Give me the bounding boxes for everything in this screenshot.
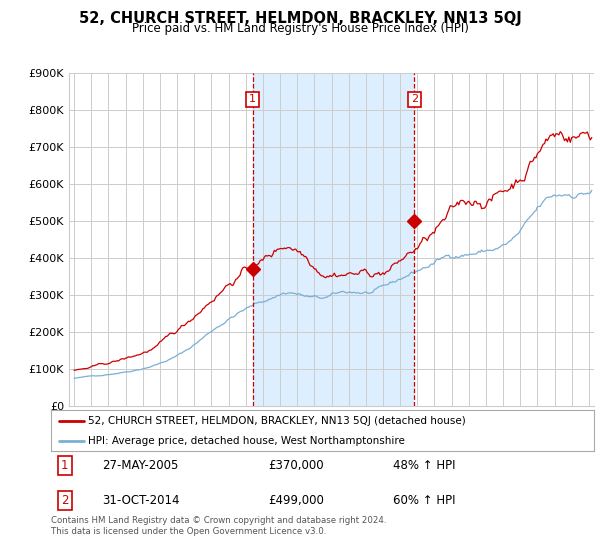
Text: 52, CHURCH STREET, HELMDON, BRACKLEY, NN13 5QJ (detached house): 52, CHURCH STREET, HELMDON, BRACKLEY, NN… (88, 417, 466, 426)
Text: £370,000: £370,000 (268, 459, 324, 472)
Text: 31-OCT-2014: 31-OCT-2014 (103, 494, 180, 507)
Text: Price paid vs. HM Land Registry's House Price Index (HPI): Price paid vs. HM Land Registry's House … (131, 22, 469, 35)
Text: 52, CHURCH STREET, HELMDON, BRACKLEY, NN13 5QJ: 52, CHURCH STREET, HELMDON, BRACKLEY, NN… (79, 11, 521, 26)
Text: Contains HM Land Registry data © Crown copyright and database right 2024.
This d: Contains HM Land Registry data © Crown c… (51, 516, 386, 536)
Text: 60% ↑ HPI: 60% ↑ HPI (393, 494, 455, 507)
Text: £499,000: £499,000 (268, 494, 324, 507)
Text: 2: 2 (411, 95, 418, 105)
Text: 48% ↑ HPI: 48% ↑ HPI (393, 459, 455, 472)
Text: 1: 1 (249, 95, 256, 105)
Text: 2: 2 (61, 494, 68, 507)
Text: HPI: Average price, detached house, West Northamptonshire: HPI: Average price, detached house, West… (88, 436, 405, 446)
Bar (253, 73, 415, 406)
Text: 27-MAY-2005: 27-MAY-2005 (103, 459, 179, 472)
Text: 1: 1 (61, 459, 68, 472)
